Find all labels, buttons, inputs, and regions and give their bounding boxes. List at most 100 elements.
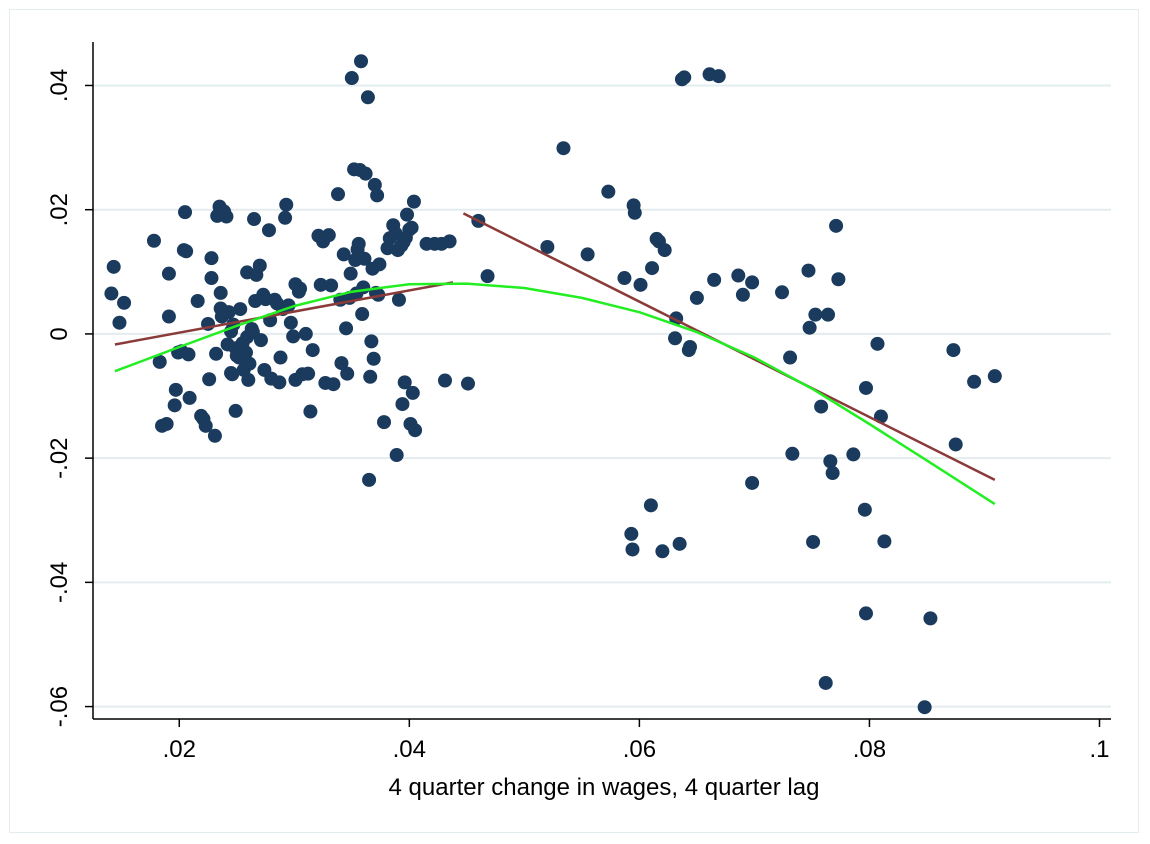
data-point — [442, 234, 457, 249]
data-point — [617, 271, 632, 286]
data-point — [279, 197, 294, 212]
data-point — [242, 356, 257, 371]
data-point — [167, 398, 182, 413]
data-point — [745, 275, 760, 290]
data-point — [818, 675, 833, 690]
y-tick-label: .04 — [46, 69, 73, 102]
data-point — [405, 385, 420, 400]
data-point — [745, 475, 760, 490]
data-point — [404, 220, 419, 235]
data-point — [303, 404, 318, 419]
data-point — [298, 326, 313, 341]
data-point — [204, 271, 219, 286]
data-point — [801, 263, 816, 278]
scatter-points — [104, 54, 1002, 715]
data-point — [858, 380, 873, 395]
data-point — [112, 315, 127, 330]
data-point — [624, 526, 639, 541]
data-point — [152, 354, 167, 369]
data-point — [366, 351, 381, 366]
data-point — [161, 309, 176, 324]
data-point — [406, 194, 421, 209]
data-point — [204, 251, 219, 266]
data-point — [182, 390, 197, 405]
data-point — [104, 286, 119, 301]
data-point — [831, 272, 846, 287]
data-point — [377, 415, 392, 430]
data-point — [814, 399, 829, 414]
data-point — [168, 382, 183, 397]
data-point — [689, 290, 704, 305]
x-tick-label: .1 — [1089, 736, 1109, 763]
data-point — [278, 210, 293, 225]
data-point — [917, 700, 932, 715]
data-point — [829, 218, 844, 233]
data-point — [161, 266, 176, 281]
data-point — [877, 534, 892, 549]
data-point — [395, 397, 410, 412]
data-point — [360, 90, 375, 105]
data-point — [324, 278, 339, 293]
data-point — [657, 243, 672, 258]
data-point — [252, 258, 267, 273]
data-point — [334, 356, 349, 371]
data-point — [209, 346, 224, 361]
data-point — [159, 416, 174, 431]
data-point — [273, 350, 288, 365]
data-point — [711, 69, 726, 84]
data-point — [858, 606, 873, 621]
data-point — [785, 446, 800, 461]
data-point — [400, 207, 415, 222]
data-point — [225, 367, 240, 382]
data-point — [707, 272, 722, 287]
data-point — [351, 236, 366, 251]
data-point — [625, 542, 640, 557]
data-point — [731, 268, 746, 283]
data-point — [331, 187, 346, 202]
data-point — [668, 331, 683, 346]
data-point — [372, 257, 387, 272]
tick-labels: .02 .04 .06 .08 .1 -.06 -.04 -.02 0 .02 .04 — [46, 69, 1110, 763]
data-point — [857, 502, 872, 517]
data-point — [198, 418, 213, 433]
data-point — [948, 437, 963, 452]
data-point — [202, 372, 217, 387]
data-point — [305, 343, 320, 358]
data-point — [367, 177, 382, 192]
data-point — [677, 70, 692, 85]
data-point — [601, 184, 616, 199]
data-point — [821, 307, 836, 322]
data-point — [241, 372, 256, 387]
data-point — [480, 269, 495, 284]
data-point — [783, 350, 798, 365]
data-point — [313, 277, 328, 292]
data-point — [946, 343, 961, 358]
y-tick-label: -.06 — [46, 686, 73, 727]
data-point — [580, 247, 595, 262]
data-point — [106, 259, 121, 274]
data-point — [261, 223, 276, 238]
data-point — [354, 54, 369, 69]
data-point — [344, 71, 359, 86]
fit-lines — [114, 212, 996, 506]
data-point — [633, 277, 648, 292]
data-point — [655, 544, 670, 559]
data-point — [363, 369, 378, 384]
y-tick-label: -.04 — [46, 562, 73, 603]
data-point — [967, 374, 982, 389]
data-point — [179, 244, 194, 259]
data-point — [233, 302, 248, 317]
data-point — [645, 261, 660, 276]
data-point — [775, 285, 790, 300]
data-point — [293, 281, 308, 296]
data-point — [117, 295, 132, 310]
data-point — [286, 329, 301, 344]
data-point — [397, 375, 412, 390]
data-point — [806, 534, 821, 549]
data-point — [336, 247, 351, 262]
data-point — [391, 292, 406, 307]
smooth-curve — [114, 282, 996, 506]
x-tick-label: .02 — [163, 736, 196, 763]
data-point — [802, 320, 817, 335]
data-point — [364, 334, 379, 349]
